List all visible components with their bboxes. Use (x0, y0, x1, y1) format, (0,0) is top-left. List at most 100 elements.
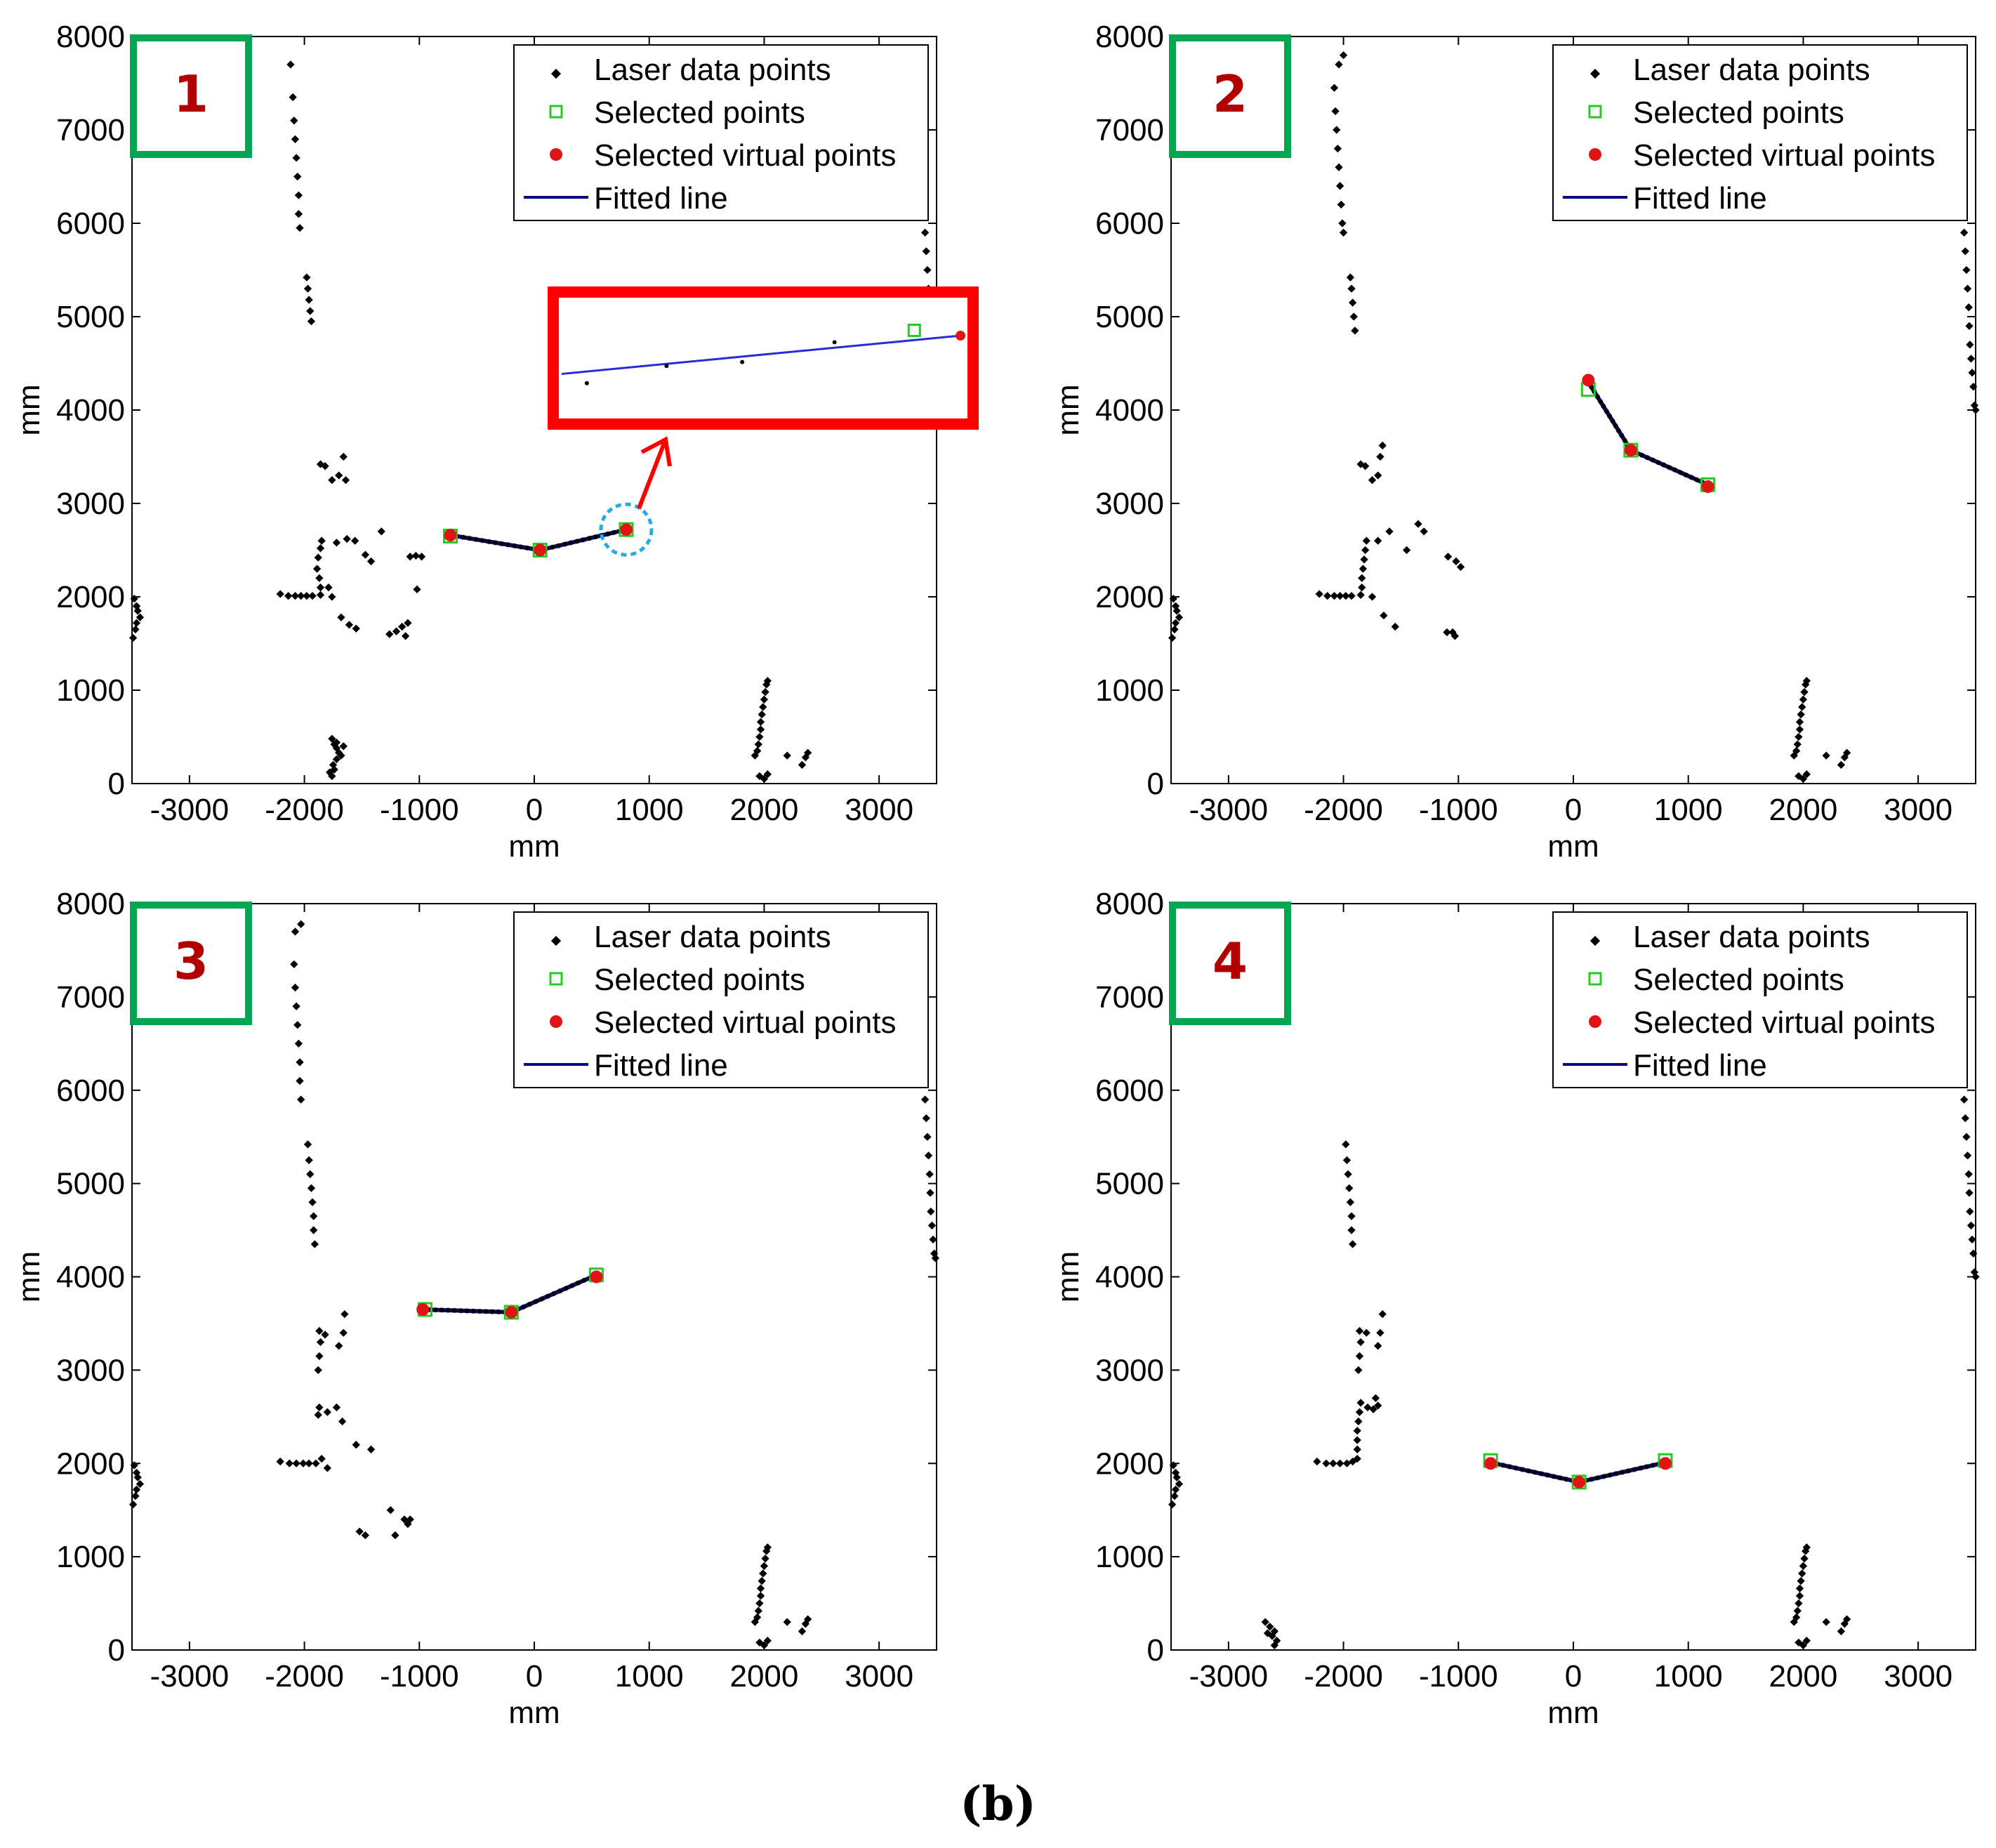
laser-point (1349, 298, 1357, 307)
segment-laser-point (486, 539, 491, 544)
laser-point (132, 1485, 141, 1494)
legend-marker-virtual (550, 148, 562, 161)
segment-laser-point (563, 1286, 569, 1291)
laser-point (1172, 1473, 1181, 1481)
laser-point (1266, 1623, 1274, 1631)
laser-point (1837, 1627, 1846, 1636)
laser-point (1800, 1555, 1809, 1563)
segment-laser-point (1655, 460, 1661, 466)
x-tick-label: 2000 (729, 1659, 798, 1694)
laser-point (1966, 1207, 1974, 1216)
segment-laser-point (1598, 399, 1604, 404)
laser-point (133, 607, 142, 615)
legend-entry: Fitted line (594, 1048, 728, 1083)
callout-arrow-head (640, 436, 672, 467)
y-tick-label: 4000 (56, 393, 125, 428)
x-tick-label: -3000 (150, 1659, 230, 1694)
laser-point (1969, 1249, 1978, 1258)
segment-laser-point (1625, 1468, 1631, 1474)
laser-point (1793, 740, 1802, 748)
laser-point (1374, 536, 1382, 545)
laser-point (130, 595, 138, 603)
laser-point (1330, 592, 1339, 600)
laser-point (1168, 633, 1177, 642)
laser-point (1792, 1613, 1801, 1622)
laser-point (328, 593, 336, 601)
laser-point (303, 273, 311, 282)
legend-entry: Selected virtual points (594, 1005, 896, 1040)
laser-point (1313, 1457, 1321, 1466)
laser-point (289, 93, 297, 102)
laser-point (763, 770, 772, 779)
laser-point (406, 1515, 414, 1524)
segment-laser-point (1594, 394, 1600, 400)
laser-point (131, 625, 140, 634)
legend-box (1552, 44, 1968, 221)
laser-point (1374, 1401, 1382, 1410)
panel-label-box (1169, 902, 1291, 1025)
inset-laser-point (664, 364, 669, 369)
laser-point (413, 585, 421, 594)
laser-point (1333, 144, 1342, 153)
segment-laser-point (527, 1302, 532, 1307)
y-tick-label: 3000 (1095, 487, 1164, 521)
laser-point (1378, 441, 1387, 450)
laser-point (386, 1506, 395, 1514)
virtual-point (416, 1303, 430, 1316)
laser-point (1349, 1457, 1357, 1466)
legend-entry: Selected virtual points (594, 138, 896, 173)
segment-laser-point (581, 537, 586, 543)
laser-point (1337, 200, 1345, 209)
segment-laser-point (1667, 465, 1672, 470)
legend: Laser data points Selected points Selected… (1552, 911, 1968, 1088)
laser-point (1361, 462, 1370, 470)
segment-laser-point (1683, 472, 1688, 477)
laser-point (931, 1254, 940, 1262)
segment-laser-point (555, 543, 561, 548)
laser-point (317, 1454, 326, 1463)
laser-point (1368, 593, 1377, 601)
laser-point (341, 476, 350, 484)
panel-label-box (1169, 34, 1291, 158)
laser-point (923, 1133, 932, 1141)
laser-point (758, 710, 766, 719)
laser-point (339, 1328, 348, 1337)
laser-point (1170, 1492, 1179, 1500)
inset-box (548, 286, 979, 430)
laser-point (392, 627, 401, 635)
legend-entry: Selected virtual points (1633, 1005, 1935, 1040)
laser-point (400, 1515, 409, 1524)
laser-point (1792, 746, 1801, 755)
laser-point (1175, 613, 1184, 621)
laser-point (1959, 1095, 1969, 1104)
laser-point (328, 476, 336, 484)
laser-point (1356, 1399, 1365, 1407)
y-tick-label: 2000 (1095, 580, 1164, 614)
y-tick-label: 8000 (1095, 887, 1164, 921)
segment-laser-point (581, 1277, 587, 1283)
legend-marker-selected (1588, 105, 1602, 119)
laser-point (1338, 219, 1347, 227)
zoom-inset (548, 286, 979, 430)
laser-point (328, 772, 336, 781)
laser-point (339, 452, 348, 461)
laser-point (316, 544, 325, 553)
laser-point (292, 1459, 300, 1467)
legend-entry: Selected points (594, 95, 805, 130)
segment-laser-point (1601, 404, 1606, 409)
legend-box (1552, 911, 1968, 1088)
legend-marker-virtual (550, 1015, 562, 1028)
laser-point (1331, 107, 1340, 116)
laser-point (1452, 557, 1460, 566)
legend-marker-selected (549, 105, 563, 119)
legend-marker-virtual (1589, 1015, 1601, 1028)
laser-point (316, 583, 325, 592)
laser-point (306, 1170, 315, 1178)
x-tick-label: 2000 (1769, 1659, 1837, 1694)
y-tick-label: 7000 (1095, 113, 1164, 147)
laser-point (136, 613, 145, 621)
segment-laser-point (1601, 1474, 1606, 1479)
laser-point (315, 1352, 324, 1361)
panel-label-box (130, 902, 252, 1025)
x-tick-label: 1000 (1654, 1659, 1723, 1694)
